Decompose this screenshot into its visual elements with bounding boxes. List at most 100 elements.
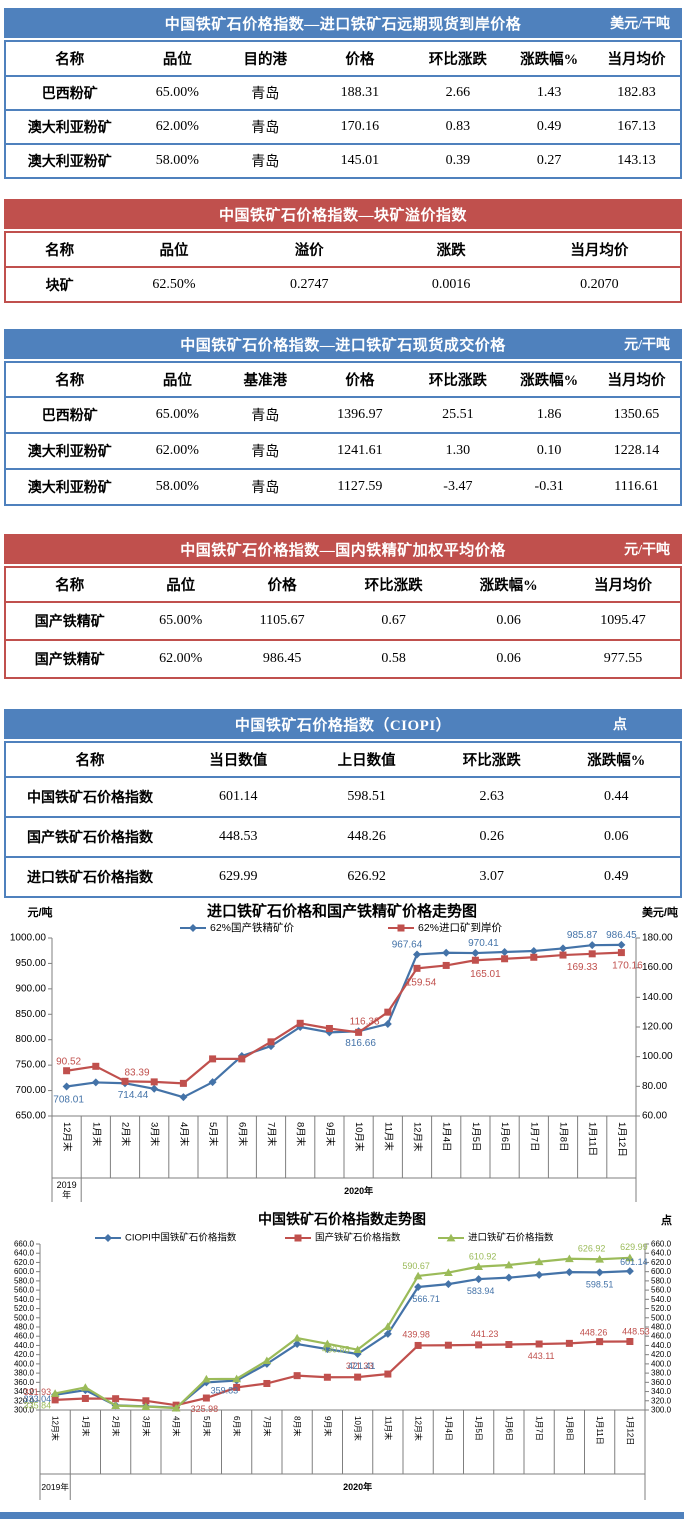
x-tick-label: 1月11日 <box>587 1122 598 1156</box>
table-cell: 1350.65 <box>593 396 681 433</box>
data-label: 708.01 <box>53 1094 84 1105</box>
row-name: 块矿 <box>5 266 114 302</box>
row-name: 澳大利亚粉矿 <box>5 432 134 469</box>
table-cell: 601.14 <box>174 776 303 817</box>
table-import-seaborne-cfr-price: 中国铁矿石价格指数—进口铁矿石远期现货到岸价格 美元/干吨 名称 品位 目的港 价格 环… <box>4 8 682 179</box>
table-domestic-concentrate-weighted-price: 中国铁矿石价格指数—国内铁精矿加权平均价格 元/干吨 名称 品位 价格 环比涨跌 涨跌幅… <box>4 534 682 679</box>
data-label: 325.98 <box>191 1404 219 1414</box>
table-cell: 0.0016 <box>383 266 519 302</box>
right-axis-unit: 美元/吨 <box>642 905 678 919</box>
svg-text:60.00: 60.00 <box>642 1111 667 1122</box>
svg-text:120.00: 120.00 <box>642 1022 673 1033</box>
table-cell: 25.51 <box>410 396 506 433</box>
data-table: 名称 品位 溢价 涨跌 当月均价 块矿 62.50% 0.2747 0.0016 0.2070 <box>4 231 682 303</box>
x-tick-label: 12月末 <box>61 1122 73 1152</box>
column-header: 环比涨跌 <box>364 578 423 594</box>
svg-text:950.00: 950.00 <box>15 958 46 969</box>
year-label: 2020年 <box>343 1481 372 1492</box>
table-cell: 62.00% <box>133 109 222 144</box>
table-cell: 1105.67 <box>228 601 337 640</box>
table-cell: 182.83 <box>593 75 681 110</box>
table-cell: 0.10 <box>505 432 594 469</box>
x-tick-label: 1月7日 <box>535 1416 544 1441</box>
table-cell: 2.63 <box>430 776 553 817</box>
column-header: 价格 <box>267 578 297 594</box>
table-cell: -3.47 <box>410 468 506 505</box>
svg-text:80.00: 80.00 <box>642 1081 667 1092</box>
svg-text:460.0: 460.0 <box>651 1332 672 1341</box>
svg-text:580.0: 580.0 <box>14 1276 35 1285</box>
data-label: 448.53 <box>622 1327 650 1337</box>
x-tick-label: 3月末 <box>149 1122 161 1147</box>
row-name: 澳大利亚粉矿 <box>5 468 134 505</box>
table-cell: 626.92 <box>302 856 431 897</box>
data-label: 159.54 <box>406 977 437 988</box>
table-cell: 0.58 <box>336 639 452 678</box>
svg-text:440.0: 440.0 <box>14 1341 35 1350</box>
x-tick-label: 1月12日 <box>616 1122 627 1157</box>
x-tick-label: 1月8日 <box>565 1416 574 1441</box>
table-unit: 美元/干吨 <box>610 17 670 32</box>
x-tick-label: 8月末 <box>295 1122 307 1147</box>
svg-text:520.0: 520.0 <box>651 1304 672 1313</box>
table-row: 澳大利亚粉矿 62.00% 青岛 170.16 0.83 0.49 167.13 <box>5 109 681 144</box>
svg-text:1000.00: 1000.00 <box>10 933 47 944</box>
table-cell: 58.00% <box>133 468 222 505</box>
table-unit: 点 <box>613 718 627 733</box>
svg-text:480.0: 480.0 <box>651 1323 672 1332</box>
x-tick-label: 1月8日 <box>558 1122 569 1152</box>
data-label: 371.33 <box>346 1361 374 1371</box>
table-cell: 58.00% <box>133 143 222 178</box>
data-label: 421.41 <box>348 1361 376 1371</box>
svg-text:560.0: 560.0 <box>14 1286 35 1295</box>
table-cell: 青岛 <box>221 143 310 178</box>
table-cell: 65.00% <box>133 396 222 433</box>
header-row: 名称 品位 目的港 价格 环比涨跌 涨跌幅% 当月均价 <box>5 41 681 76</box>
svg-text:380.0: 380.0 <box>651 1369 672 1378</box>
svg-text:380.0: 380.0 <box>14 1369 35 1378</box>
column-header: 价格 <box>345 52 375 68</box>
svg-text:900.00: 900.00 <box>15 983 46 994</box>
svg-text:320.0: 320.0 <box>651 1396 672 1405</box>
table-cell: 143.13 <box>593 143 681 178</box>
column-header: 品位 <box>159 243 189 259</box>
row-name: 进口铁矿石价格指数 <box>5 856 174 897</box>
table-cell: 0.44 <box>552 776 681 817</box>
header-row: 名称 品位 基准港 价格 环比涨跌 涨跌幅% 当月均价 <box>5 362 681 397</box>
data-label: 816.66 <box>345 1038 376 1049</box>
column-header: 溢价 <box>294 243 324 259</box>
x-tick-label: 6月末 <box>232 1416 242 1436</box>
column-header: 涨跌幅% <box>479 578 538 594</box>
column-header: 价格 <box>345 373 375 389</box>
table-cell: 1.30 <box>410 432 506 469</box>
year-label: 2019年 <box>41 1482 69 1492</box>
table-row: 巴西粉矿 65.00% 青岛 1396.97 25.51 1.86 1350.65 <box>5 396 681 433</box>
column-header: 名称 <box>45 243 75 259</box>
svg-text:580.0: 580.0 <box>651 1276 672 1285</box>
svg-text:620.0: 620.0 <box>14 1258 35 1267</box>
data-label: 566.71 <box>412 1294 440 1304</box>
svg-text:600.0: 600.0 <box>14 1267 35 1276</box>
x-tick-label: 6月末 <box>236 1122 248 1147</box>
ciopi-index-trend-chart: 中国铁矿石价格指数走势图 点 CIOPI中国铁矿石价格指数 国产铁矿石价格指数 进口铁矿… <box>0 1208 684 1515</box>
svg-text:400.0: 400.0 <box>651 1359 672 1368</box>
table-cell: 1116.61 <box>593 468 681 505</box>
x-axis-labels: 12月末 1月末 2月末 3月末 4月末 5月末 6月末 7月末 8月末 9月末 10月末 11月末 1… <box>39 1410 646 1475</box>
data-table: 名称 品位 价格 环比涨跌 涨跌幅% 当月均价 国产铁精矿 65.00% 1105.67 0.67… <box>4 566 682 679</box>
right-axis-unit: 点 <box>661 1213 672 1227</box>
data-label: 116.38 <box>350 1016 380 1027</box>
x-tick-label: 10月末 <box>353 1416 363 1441</box>
column-header: 基准港 <box>243 373 288 389</box>
column-header: 上日数值 <box>337 753 396 769</box>
svg-text:360.0: 360.0 <box>14 1378 35 1387</box>
x-tick-label: 12月末 <box>412 1122 424 1152</box>
table-unit: 元/干吨 <box>624 338 670 353</box>
x-tick-label: 7月末 <box>262 1416 272 1436</box>
table-cell: 0.06 <box>451 639 567 678</box>
data-label: 601.14 <box>620 1257 648 1267</box>
svg-text:520.0: 520.0 <box>14 1304 35 1313</box>
x-tick-label: 7月末 <box>266 1122 278 1147</box>
row-name: 国产铁矿石价格指数 <box>5 816 174 857</box>
legend-label: 62%国产铁精矿价 <box>210 921 295 934</box>
column-header: 环比涨跌 <box>428 373 487 389</box>
